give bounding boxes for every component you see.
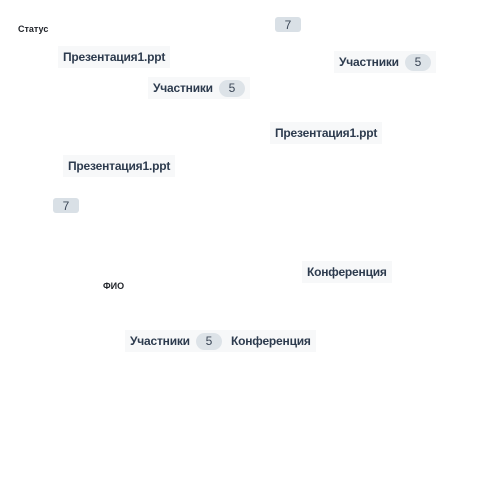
participants-chip[interactable]: Участники 5 <box>125 330 227 352</box>
presentation-file-chip[interactable]: Презентация1.ppt <box>270 122 383 144</box>
count-badge[interactable]: 7 <box>275 17 301 32</box>
presentation-file-name: Презентация1.ppt <box>63 50 166 64</box>
presentation-file-name: Презентация1.ppt <box>68 159 171 173</box>
participants-count-pill: 5 <box>195 332 222 350</box>
presentation-file-chip[interactable]: Презентация1.ppt <box>58 46 171 68</box>
participants-label: Участники <box>339 55 399 69</box>
fio-label: ФИО <box>103 281 125 291</box>
participants-chip[interactable]: Участники 5 <box>148 77 250 99</box>
presentation-file-name: Презентация1.ppt <box>275 126 378 140</box>
count-badge[interactable]: 7 <box>53 198 79 213</box>
participants-count-pill: 5 <box>404 53 431 71</box>
participants-label: Участники <box>130 334 190 348</box>
conference-chip[interactable]: Конференция <box>226 330 316 352</box>
conference-label: Конференция <box>307 265 387 279</box>
participants-chip[interactable]: Участники 5 <box>334 51 436 73</box>
participants-count-pill: 5 <box>218 79 245 97</box>
presentation-file-chip[interactable]: Презентация1.ppt <box>63 155 176 177</box>
status-label: Статус <box>18 24 49 34</box>
participants-label: Участники <box>153 81 213 95</box>
conference-label: Конференция <box>231 334 311 348</box>
conference-chip[interactable]: Конференция <box>302 261 392 283</box>
